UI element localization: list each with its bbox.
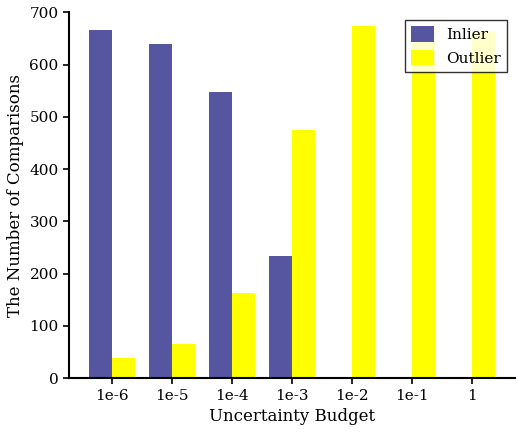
Bar bbox=[269, 256, 292, 378]
Bar bbox=[112, 358, 135, 378]
Bar bbox=[292, 130, 315, 378]
Y-axis label: The Number of Comparisons: The Number of Comparisons bbox=[7, 74, 24, 317]
Bar bbox=[412, 28, 435, 378]
Legend: Inlier, Outlier: Inlier, Outlier bbox=[405, 20, 507, 72]
Bar bbox=[232, 293, 255, 378]
Bar bbox=[172, 344, 195, 378]
Bar bbox=[89, 30, 112, 378]
Bar bbox=[352, 25, 375, 378]
X-axis label: Uncertainty Budget: Uncertainty Budget bbox=[209, 408, 375, 425]
Bar bbox=[472, 31, 495, 378]
Bar bbox=[149, 44, 172, 378]
Bar bbox=[209, 92, 232, 378]
